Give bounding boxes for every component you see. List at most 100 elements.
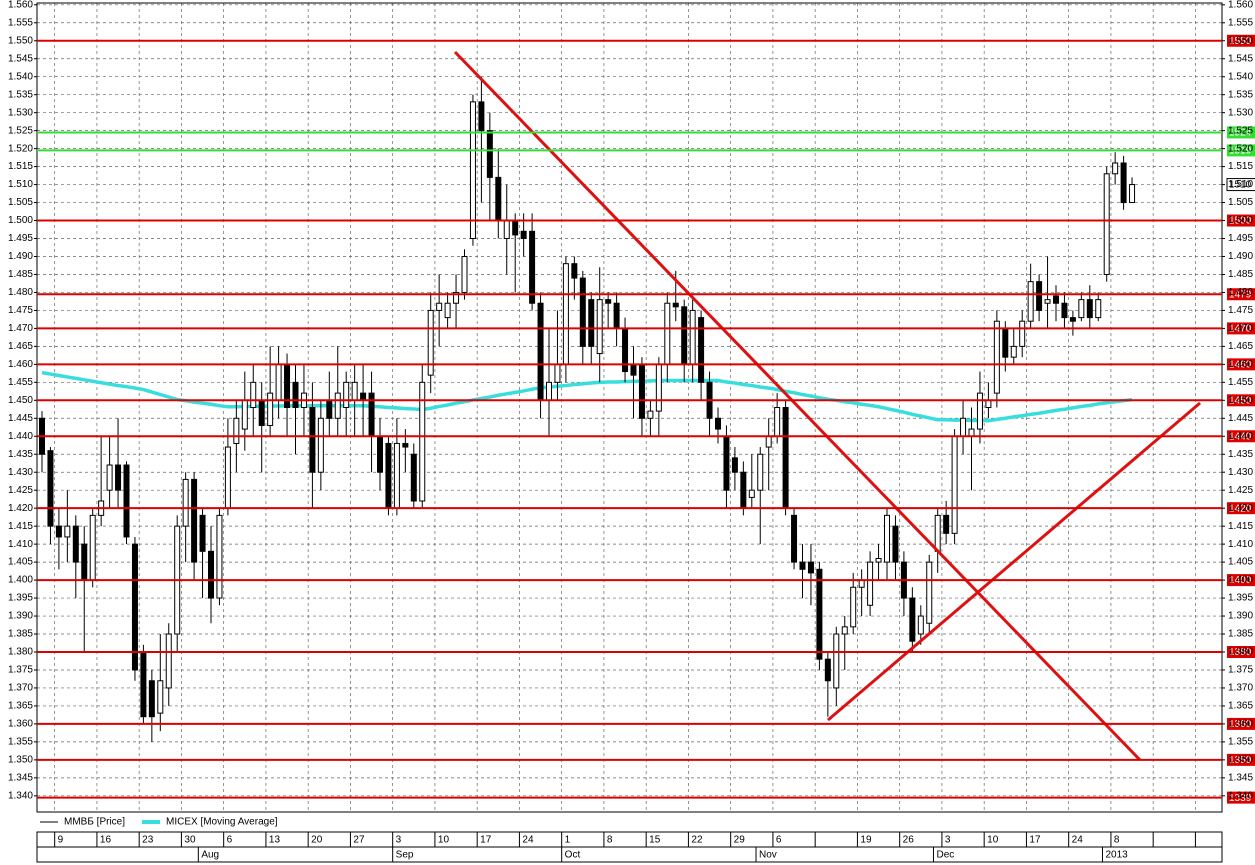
levels: 1550 1524 1519 1500 1479 1470 1460 1450 1440 1420… bbox=[37, 34, 1255, 804]
y-tick-label: 1.375 bbox=[8, 665, 33, 676]
candle-body bbox=[867, 561, 874, 606]
candle-body bbox=[55, 525, 62, 538]
candle-body bbox=[377, 435, 383, 473]
level-tag bbox=[1227, 645, 1255, 658]
moving-average-line bbox=[41, 370, 1133, 423]
candle-body bbox=[791, 514, 798, 563]
y-tick-label: 1.505 bbox=[1228, 197, 1253, 208]
level-label: 1479 bbox=[1229, 289, 1252, 300]
candle-body bbox=[72, 525, 79, 563]
x-tick-label: 6 bbox=[776, 835, 782, 846]
candle-body bbox=[419, 381, 426, 502]
candle-body bbox=[47, 450, 54, 527]
candle-body bbox=[64, 525, 71, 538]
y-tick-label: 1.355 bbox=[1228, 737, 1253, 748]
candle-body bbox=[782, 407, 789, 509]
y-tick-label: 1.340 bbox=[1228, 790, 1253, 801]
candle-body bbox=[216, 514, 223, 599]
candle-body bbox=[360, 392, 367, 401]
y-tick-label: 1.425 bbox=[1228, 485, 1253, 496]
candle-body bbox=[267, 392, 274, 426]
y-tick-label: 1.490 bbox=[8, 251, 33, 262]
y-tick-label: 1.340 bbox=[8, 790, 33, 801]
candle-body bbox=[326, 399, 333, 419]
y-tick-label: 1.460 bbox=[1228, 359, 1253, 370]
x-tick-label: 24 bbox=[522, 835, 534, 846]
candle-body bbox=[664, 302, 671, 365]
y-tick-label: 1.500 bbox=[1228, 215, 1253, 226]
level-label: 1350 bbox=[1229, 755, 1252, 766]
y-tick-label: 1.555 bbox=[8, 17, 33, 28]
y-tick-label: 1.350 bbox=[8, 755, 33, 766]
level-label: 1500 bbox=[1229, 216, 1252, 227]
y-tick-label: 1.385 bbox=[8, 629, 33, 640]
candle-body bbox=[233, 417, 240, 444]
y-tick-label: 1.510 bbox=[8, 179, 33, 190]
y-tick-label: 1.395 bbox=[8, 593, 33, 604]
y-tick-label: 1.560 bbox=[1228, 0, 1253, 10]
candle-body bbox=[436, 302, 443, 311]
y-tick-label: 1.345 bbox=[1228, 772, 1253, 783]
candle-body bbox=[123, 464, 130, 538]
candle-body bbox=[748, 489, 755, 498]
x-tick-label: 10 bbox=[987, 835, 999, 846]
candle-body bbox=[1061, 302, 1068, 319]
candle-body bbox=[926, 561, 933, 624]
y-tick-label: 1.370 bbox=[8, 683, 33, 694]
candle-body bbox=[757, 453, 764, 491]
x-tick-label: 27 bbox=[353, 835, 365, 846]
x-tick-label: 8 bbox=[1114, 835, 1120, 846]
candle-body bbox=[529, 230, 536, 304]
candle-body bbox=[841, 626, 848, 635]
level-tag bbox=[1227, 144, 1255, 157]
candle-body bbox=[343, 381, 350, 409]
candle-body bbox=[478, 101, 485, 132]
candle-body bbox=[512, 220, 519, 236]
candle-body bbox=[495, 176, 502, 222]
y-tick-label: 1.465 bbox=[8, 341, 33, 352]
candle-body bbox=[596, 299, 603, 355]
month-label: Nov bbox=[759, 850, 777, 861]
candle-body bbox=[976, 392, 983, 430]
candle-body bbox=[850, 586, 857, 628]
trend-line bbox=[827, 401, 1201, 722]
candle-body bbox=[503, 220, 510, 240]
x-tick-label: 19 bbox=[860, 835, 872, 846]
candle-body bbox=[579, 277, 586, 347]
y-tick-label: 1.505 bbox=[8, 197, 33, 208]
candle-body bbox=[131, 543, 138, 671]
candle-body bbox=[115, 464, 122, 491]
y-tick-label: 1.365 bbox=[8, 701, 33, 712]
x-tick-label: 3 bbox=[396, 835, 402, 846]
y-tick-label: 1.495 bbox=[8, 233, 33, 244]
candle-body bbox=[833, 633, 840, 689]
legend-label: ММВБ [Price] bbox=[64, 817, 125, 828]
y-tick-label: 1.380 bbox=[8, 647, 33, 658]
candle-body bbox=[89, 514, 96, 581]
legend-label: MICEX [Moving Average] bbox=[166, 817, 278, 828]
y-tick-label: 1.375 bbox=[1228, 665, 1253, 676]
x-tick-label: 24 bbox=[1072, 835, 1084, 846]
y-tick-label: 1.455 bbox=[1228, 377, 1253, 388]
candle-body bbox=[520, 230, 527, 240]
y-tick-label: 1.415 bbox=[1228, 521, 1253, 532]
candle-body bbox=[258, 399, 265, 426]
x-tick-label: 22 bbox=[691, 835, 703, 846]
candle-body bbox=[858, 579, 865, 588]
x-tick-label: 6 bbox=[227, 835, 233, 846]
candle-body bbox=[562, 263, 569, 365]
candle-body bbox=[630, 363, 637, 376]
candle-body bbox=[292, 381, 299, 409]
y-tick-label: 1.475 bbox=[1228, 305, 1253, 316]
month-label: Oct bbox=[565, 850, 581, 861]
candle-body bbox=[909, 597, 916, 642]
x-tick-label: 3 bbox=[945, 835, 951, 846]
candle-body bbox=[689, 309, 696, 365]
x-tick-label: 8 bbox=[607, 835, 613, 846]
candle-body bbox=[191, 478, 198, 563]
candle-body bbox=[1103, 173, 1110, 275]
y-tick-label: 1.460 bbox=[8, 359, 33, 370]
level-tag bbox=[1227, 717, 1255, 730]
candle-body bbox=[486, 130, 493, 178]
candle-body bbox=[807, 561, 814, 574]
